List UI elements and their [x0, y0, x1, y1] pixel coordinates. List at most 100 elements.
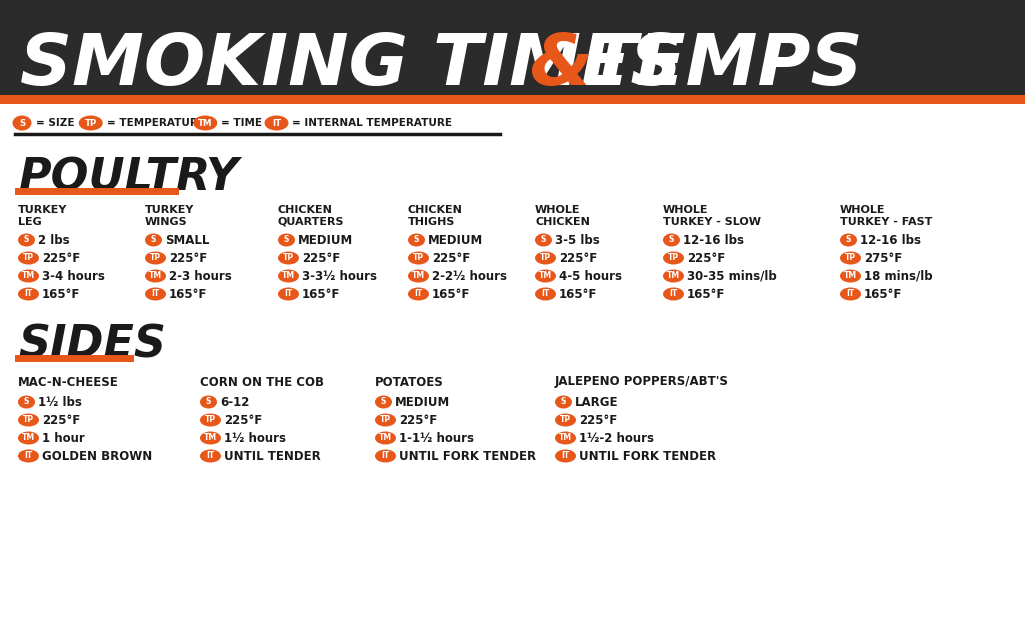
Text: CHICKEN: CHICKEN — [535, 217, 589, 227]
Text: IT: IT — [152, 289, 160, 299]
Text: 165°F: 165°F — [432, 288, 470, 301]
Text: S: S — [151, 236, 156, 244]
Text: = TEMPERATURE: = TEMPERATURE — [107, 118, 205, 128]
Text: 165°F: 165°F — [559, 288, 598, 301]
Text: TM: TM — [559, 434, 572, 442]
Ellipse shape — [278, 269, 299, 282]
Ellipse shape — [555, 414, 576, 426]
Text: 1½ lbs: 1½ lbs — [38, 396, 82, 409]
Text: 3-3½ hours: 3-3½ hours — [302, 269, 377, 282]
FancyBboxPatch shape — [0, 95, 1025, 104]
Text: MAC-N-CHEESE: MAC-N-CHEESE — [18, 376, 119, 389]
Text: S: S — [206, 398, 211, 406]
Text: 3-4 hours: 3-4 hours — [42, 269, 105, 282]
Ellipse shape — [18, 269, 39, 282]
Text: TURKEY: TURKEY — [145, 205, 195, 215]
Text: MEDIUM: MEDIUM — [395, 396, 450, 409]
Text: IT: IT — [25, 451, 33, 461]
Text: LEG: LEG — [18, 217, 42, 227]
Text: TM: TM — [844, 271, 857, 281]
Text: TP: TP — [85, 119, 96, 127]
Ellipse shape — [200, 396, 217, 409]
Text: TP: TP — [380, 416, 392, 424]
Text: TP: TP — [150, 254, 161, 262]
Text: THIGHS: THIGHS — [408, 217, 455, 227]
Text: WHOLE: WHOLE — [840, 205, 886, 215]
Text: CHICKEN: CHICKEN — [408, 205, 463, 215]
Ellipse shape — [18, 431, 39, 444]
Text: MEDIUM: MEDIUM — [428, 234, 483, 246]
Text: MEDIUM: MEDIUM — [298, 234, 354, 246]
Ellipse shape — [535, 234, 552, 246]
Ellipse shape — [264, 116, 288, 131]
Text: IT: IT — [562, 451, 570, 461]
Text: 1-1½ hours: 1-1½ hours — [399, 431, 474, 444]
Text: S: S — [414, 236, 419, 244]
Text: 4-5 hours: 4-5 hours — [559, 269, 622, 282]
Ellipse shape — [555, 449, 576, 462]
Text: = TIME: = TIME — [221, 118, 262, 128]
Text: TM: TM — [149, 271, 162, 281]
Ellipse shape — [12, 116, 32, 131]
Text: 225°F: 225°F — [559, 251, 598, 264]
Text: TP: TP — [413, 254, 424, 262]
Ellipse shape — [840, 269, 861, 282]
Text: IT: IT — [381, 451, 390, 461]
Text: GOLDEN BROWN: GOLDEN BROWN — [42, 449, 153, 462]
Ellipse shape — [375, 449, 396, 462]
Text: 1½ hours: 1½ hours — [224, 431, 286, 444]
Text: IT: IT — [284, 289, 292, 299]
Text: S: S — [541, 236, 546, 244]
Ellipse shape — [200, 449, 221, 462]
Ellipse shape — [200, 414, 221, 426]
Text: WINGS: WINGS — [145, 217, 188, 227]
Text: LARGE: LARGE — [575, 396, 618, 409]
Ellipse shape — [375, 431, 396, 444]
Ellipse shape — [535, 269, 556, 282]
Ellipse shape — [18, 449, 39, 462]
Ellipse shape — [840, 288, 861, 301]
Ellipse shape — [194, 116, 217, 131]
Text: 1½-2 hours: 1½-2 hours — [579, 431, 654, 444]
Text: TURKEY: TURKEY — [18, 205, 68, 215]
Text: 225°F: 225°F — [302, 251, 340, 264]
Text: 225°F: 225°F — [42, 251, 80, 264]
Ellipse shape — [145, 269, 166, 282]
Text: TM: TM — [539, 271, 552, 281]
Ellipse shape — [200, 431, 221, 444]
Text: TP: TP — [283, 254, 294, 262]
Text: 225°F: 225°F — [169, 251, 207, 264]
Text: 165°F: 165°F — [302, 288, 340, 301]
Text: 225°F: 225°F — [399, 414, 438, 426]
Text: 165°F: 165°F — [864, 288, 902, 301]
FancyBboxPatch shape — [0, 0, 1025, 95]
Ellipse shape — [555, 431, 576, 444]
Text: 225°F: 225°F — [432, 251, 470, 264]
Text: TM: TM — [379, 434, 392, 442]
Ellipse shape — [145, 288, 166, 301]
Text: UNTIL FORK TENDER: UNTIL FORK TENDER — [399, 449, 536, 462]
Ellipse shape — [408, 234, 425, 246]
Ellipse shape — [278, 234, 295, 246]
Text: 225°F: 225°F — [579, 414, 617, 426]
Text: IT: IT — [541, 289, 549, 299]
Text: IT: IT — [414, 289, 422, 299]
Ellipse shape — [840, 251, 861, 264]
Ellipse shape — [18, 234, 35, 246]
Text: IT: IT — [847, 289, 855, 299]
Ellipse shape — [79, 116, 102, 131]
Text: TP: TP — [668, 254, 679, 262]
Ellipse shape — [278, 251, 299, 264]
Text: TM: TM — [204, 434, 217, 442]
Text: SIDES: SIDES — [18, 324, 166, 366]
Text: 275°F: 275°F — [864, 251, 902, 264]
Text: WHOLE: WHOLE — [535, 205, 580, 215]
Text: = INTERNAL TEMPERATURE: = INTERNAL TEMPERATURE — [292, 118, 452, 128]
Text: 225°F: 225°F — [224, 414, 262, 426]
Text: 12-16 lbs: 12-16 lbs — [683, 234, 744, 246]
Text: 12-16 lbs: 12-16 lbs — [860, 234, 921, 246]
Text: S: S — [381, 398, 386, 406]
Text: POTATOES: POTATOES — [375, 376, 444, 389]
Text: TP: TP — [205, 416, 216, 424]
Text: 2-3 hours: 2-3 hours — [169, 269, 232, 282]
